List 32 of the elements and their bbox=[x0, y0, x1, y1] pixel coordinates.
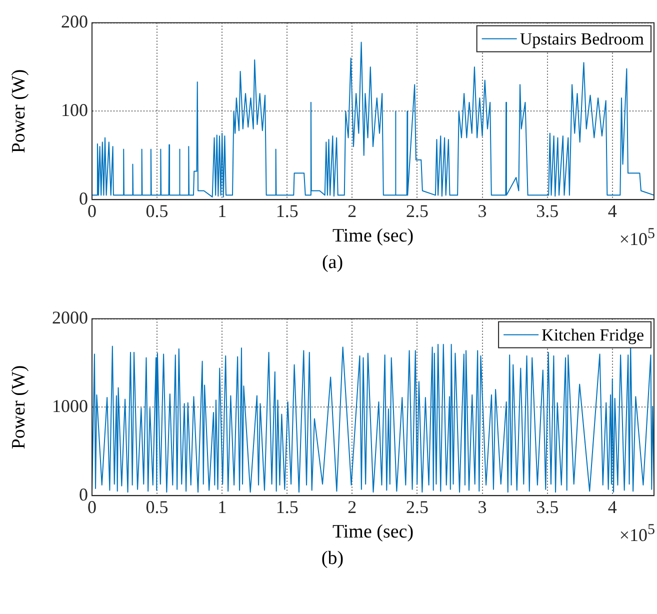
x-tick-label: 2 bbox=[348, 201, 357, 222]
x-tick-label: 3.5 bbox=[536, 497, 559, 518]
legend-label: Kitchen Fridge bbox=[542, 325, 644, 344]
y-tick-label: 1000 bbox=[52, 396, 88, 416]
x-tick-label: 1.5 bbox=[276, 497, 298, 518]
text: ×10$^{5}$ bbox=[619, 522, 655, 546]
text: (b) bbox=[320, 548, 345, 570]
x-tick-label: 1 bbox=[218, 201, 227, 222]
y-tick-label: 2000 bbox=[52, 308, 88, 328]
x-tick-label: 0.5 bbox=[146, 201, 168, 222]
x-tick-label: 1.5 bbox=[276, 201, 298, 222]
x-tick-label: 0.5 bbox=[146, 497, 168, 518]
x-tick-label: 4 bbox=[608, 201, 617, 222]
y-axis-title: Power (W) bbox=[8, 69, 30, 154]
x-tick-label: 3.5 bbox=[536, 201, 559, 222]
x-tick-label: 2.5 bbox=[406, 201, 428, 222]
y-tick-label: 100 bbox=[61, 100, 88, 120]
y-axis-title: Power (W) bbox=[8, 365, 30, 450]
x-tick-label: 3 bbox=[478, 201, 487, 222]
text: (a) bbox=[320, 252, 344, 274]
x-tick-label: 3 bbox=[478, 497, 487, 518]
x-tick-label: 1 bbox=[218, 497, 227, 518]
x-tick-label: 2.5 bbox=[406, 497, 428, 518]
y-tick-label: 0 bbox=[79, 484, 88, 504]
x-axis-title: Time (sec) bbox=[332, 522, 414, 543]
x-axis-title: Time (sec) bbox=[332, 226, 414, 247]
y-tick-label: 0 bbox=[79, 188, 88, 208]
x-tick-label: 2 bbox=[348, 497, 357, 518]
x-tick-label: 4 bbox=[608, 497, 617, 518]
legend-label: Upstairs Bedroom bbox=[520, 29, 644, 48]
text: ×10$^{5}$ bbox=[619, 226, 655, 250]
y-tick-label: 200 bbox=[61, 12, 88, 32]
